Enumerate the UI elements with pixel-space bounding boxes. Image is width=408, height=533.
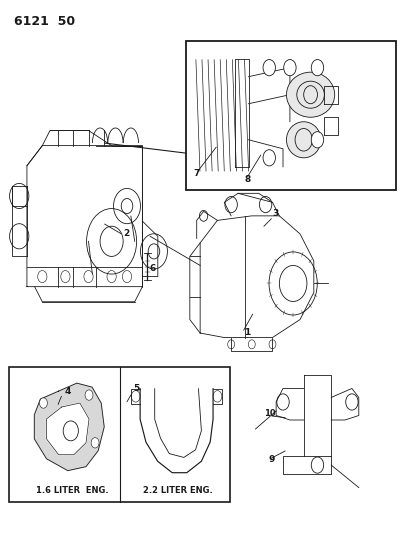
Text: 9: 9	[268, 455, 275, 464]
Circle shape	[263, 60, 275, 76]
Text: 6: 6	[149, 264, 155, 273]
Text: 6121  50: 6121 50	[13, 14, 75, 28]
Text: 2.2 LITER ENG.: 2.2 LITER ENG.	[143, 486, 213, 495]
Circle shape	[284, 60, 296, 76]
Polygon shape	[34, 383, 104, 471]
Text: 7: 7	[194, 169, 200, 179]
Polygon shape	[47, 403, 89, 455]
Text: 8: 8	[244, 175, 251, 184]
Text: 1: 1	[244, 328, 250, 337]
Circle shape	[213, 391, 222, 402]
Text: 4: 4	[64, 387, 71, 396]
Bar	[9, 367, 231, 503]
Circle shape	[311, 132, 324, 148]
Circle shape	[311, 60, 324, 76]
Ellipse shape	[286, 72, 335, 117]
Text: 1.6 LITER  ENG.: 1.6 LITER ENG.	[36, 486, 109, 495]
Bar	[186, 41, 397, 190]
Circle shape	[131, 391, 140, 402]
Text: 3: 3	[272, 208, 278, 217]
Circle shape	[85, 390, 93, 400]
Circle shape	[63, 421, 78, 441]
Text: 5: 5	[133, 384, 140, 393]
Circle shape	[263, 150, 275, 166]
Ellipse shape	[286, 122, 321, 158]
Text: 2: 2	[123, 229, 129, 238]
Text: 10: 10	[264, 409, 275, 418]
Circle shape	[40, 398, 47, 408]
Circle shape	[91, 438, 99, 448]
